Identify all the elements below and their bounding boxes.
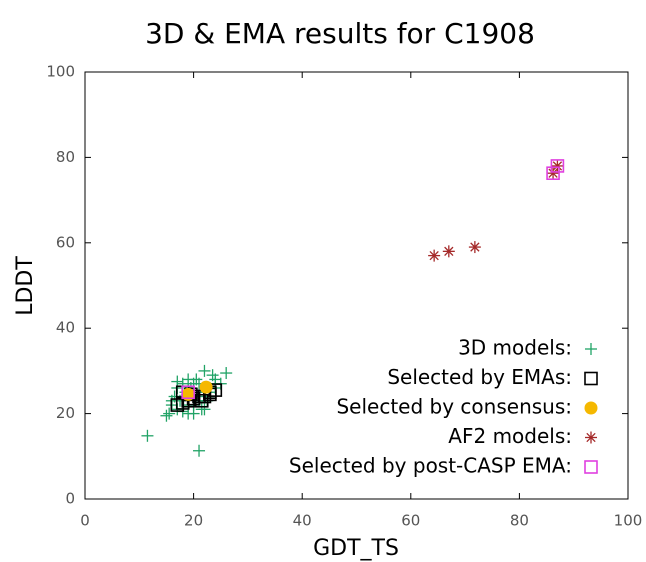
y-tick-label: 60 <box>56 233 75 251</box>
data-point <box>193 444 206 457</box>
data-point <box>199 380 213 394</box>
marker-stroke <box>429 250 439 261</box>
data-point <box>546 166 560 180</box>
data-point <box>220 367 233 380</box>
chart-title: 3D & EMA results for C1908 <box>145 17 535 50</box>
y-tick-label: 0 <box>65 490 75 508</box>
data-point <box>198 403 211 416</box>
data-point <box>187 407 200 420</box>
data-point <box>547 167 560 180</box>
legend-marker <box>584 401 598 415</box>
data-point <box>550 159 565 173</box>
data-point <box>163 407 176 420</box>
x-tick-label: 60 <box>401 512 420 530</box>
marker-stroke <box>552 161 563 171</box>
y-axis-label: LDDT <box>13 256 38 316</box>
x-tick-label: 80 <box>510 512 529 530</box>
y-tick-label: 80 <box>56 148 75 166</box>
marker-stroke <box>444 246 454 256</box>
plot-frame <box>84 71 629 500</box>
data-point <box>160 409 173 422</box>
marker-stroke <box>548 168 558 178</box>
marker-stroke <box>586 432 596 443</box>
x-tick-label: 40 <box>293 512 312 530</box>
y-tick-label: 100 <box>46 63 75 81</box>
data-point <box>442 245 455 258</box>
marker-stroke <box>470 242 480 252</box>
data-point <box>181 385 195 400</box>
x-axis-label: GDT_TS <box>313 536 399 561</box>
legend-marker <box>585 431 597 444</box>
legend-label: Selected by EMAs: <box>387 365 572 389</box>
legend-marker <box>585 343 597 355</box>
legend-label: 3D models: <box>458 336 572 360</box>
data-point <box>551 159 564 172</box>
legend-marker <box>584 460 598 474</box>
legend-marker <box>584 371 598 386</box>
data-point <box>198 364 211 377</box>
data-point <box>141 429 154 442</box>
x-tick-label: 20 <box>184 512 203 530</box>
legend-label: AF2 models: <box>448 424 572 448</box>
legend-label: Selected by post-CASP EMA: <box>289 454 572 478</box>
x-tick-label: 0 <box>80 512 90 530</box>
y-tick-label: 40 <box>56 319 75 337</box>
data-point <box>468 241 481 254</box>
legend-label: Selected by consensus: <box>336 395 572 419</box>
x-tick-label: 100 <box>614 512 643 530</box>
data-point <box>428 249 441 262</box>
y-tick-label: 20 <box>56 404 75 422</box>
data-point <box>182 373 195 386</box>
